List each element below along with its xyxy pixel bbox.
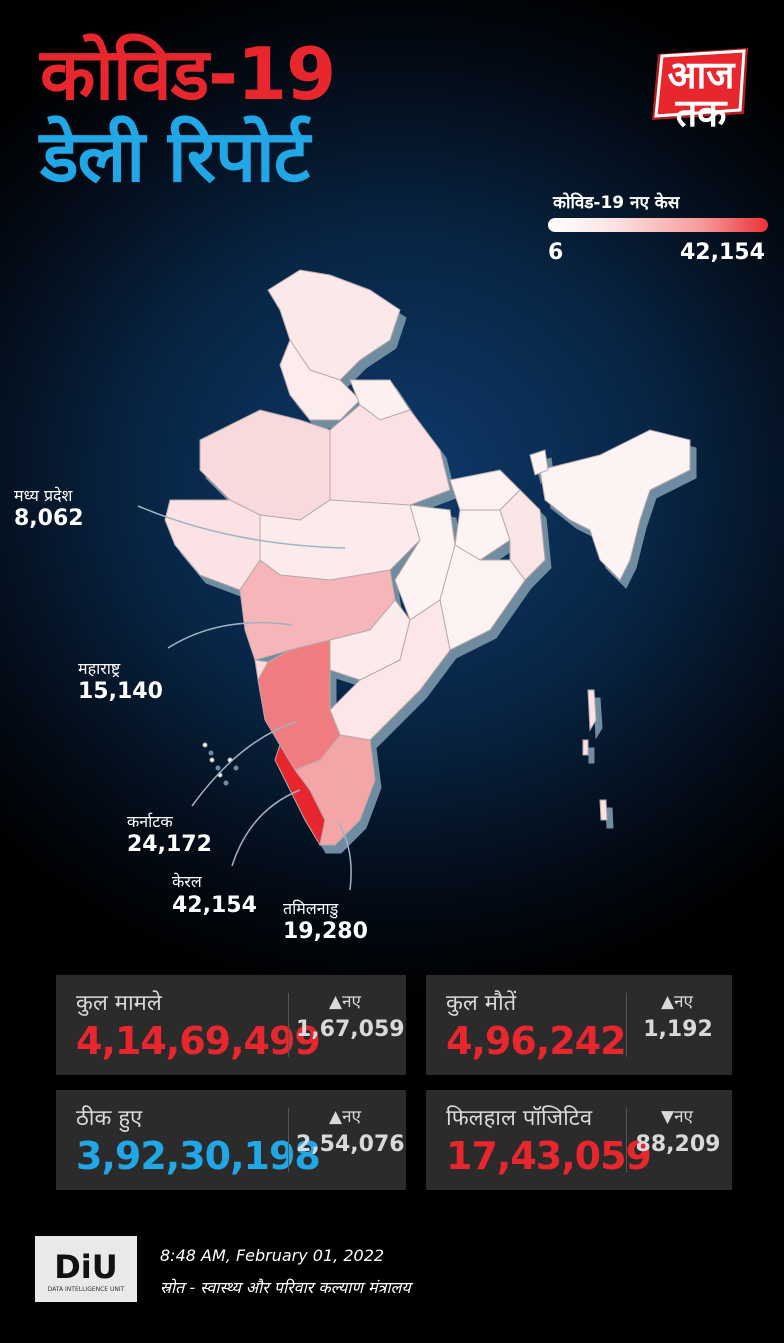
label-karnataka-value: 24,172 [127,832,212,857]
leader-line-karnataka [191,721,297,807]
legend-min: 6 [548,240,564,265]
card-new-value: 1,67,059 [296,1017,405,1042]
card-divider [626,1108,627,1172]
region-jharkhand [454,509,511,561]
card-label: कुल मामले [76,991,162,1016]
region-gujarat [164,499,261,591]
region-sikkim [529,449,549,476]
label-karnataka-name: कर्नाटक [127,812,173,831]
label-kerala-value: 42,154 [172,893,257,918]
card-value: 4,14,69,499 [76,1019,321,1063]
label-tamilnadu-name: तमिलनाडु [283,899,339,918]
card-new-value: 2,54,076 [296,1132,405,1157]
label-kerala-name: केरल [172,872,202,891]
diu-logo: DiU DATA INTELLIGENCE UNIT [35,1236,137,1302]
region-andaman [582,689,608,821]
title-line-1: कोविड-19 [40,32,336,116]
diu-logo-subtext: DATA INTELLIGENCE UNIT [47,1286,125,1293]
legend-title: कोविड-19 नए केस [553,193,680,213]
card-divider [288,1108,289,1172]
leader-line-kerala [231,789,301,867]
card-divider [288,993,289,1057]
card-new-label: ▲नए [329,992,361,1012]
logo-badge [652,48,748,120]
region-karnataka [257,639,341,771]
card-new-value: 1,192 [643,1017,713,1042]
region-uttar-pradesh [329,404,451,506]
logo-text: आज तक [667,53,735,135]
region-tamil-nadu [294,734,376,846]
card-total-deaths: कुल मौतें 4,96,242 ▲नए 1,192 [426,975,732,1075]
card-recovered: ठीक हुए 3,92,30,198 ▲नए 2,54,076 [56,1090,406,1190]
legend-max: 42,154 [680,240,765,265]
card-label: ठीक हुए [76,1106,143,1131]
card-value: 4,96,242 [446,1019,627,1063]
card-new-value: 88,209 [635,1132,721,1157]
footer-timestamp: 8:48 AM, February 01, 2022 [160,1246,385,1265]
region-punjab-haryana [279,338,361,421]
leader-line-mp [137,505,346,549]
label-maharashtra-value: 15,140 [78,679,163,704]
label-tamilnadu-value: 19,280 [283,919,368,944]
label-mp-name: मध्य प्रदेश [14,486,73,505]
label-mp-value: 8,062 [14,506,84,531]
label-maharashtra-name: महाराष्ट्र [78,659,121,678]
card-total-cases: कुल मामले 4,14,69,499 ▲नए 1,67,059 [56,975,406,1075]
india-map [137,269,691,891]
card-label: फिलहाल पॉजिटिव [446,1106,593,1131]
card-new-label: ▼नए [661,1107,693,1127]
card-value: 17,43,059 [446,1134,652,1178]
diu-logo-text: DiU [54,1248,118,1286]
legend-color-scale [548,218,768,232]
title-line-2: डेली रिपोर्ट [40,114,310,198]
aaj-tak-logo: आज तक [648,44,754,132]
region-lakshadweep [202,742,208,748]
card-label: कुल मौतें [446,991,517,1016]
card-value: 3,92,30,198 [76,1134,321,1178]
region-northeast [539,429,691,581]
footer-source: स्रोत - स्वास्थ्य और परिवार कल्याण मंत्र… [160,1278,411,1297]
region-north [267,269,401,381]
leader-line-tamilnadu [337,821,352,891]
card-new-label: ▲नए [661,992,693,1012]
card-new-label: ▲नए [329,1107,361,1127]
card-divider [626,993,627,1057]
leader-line-maharashtra [167,621,293,649]
card-active: फिलहाल पॉजिटिव 17,43,059 ▼नए 88,209 [426,1090,732,1190]
